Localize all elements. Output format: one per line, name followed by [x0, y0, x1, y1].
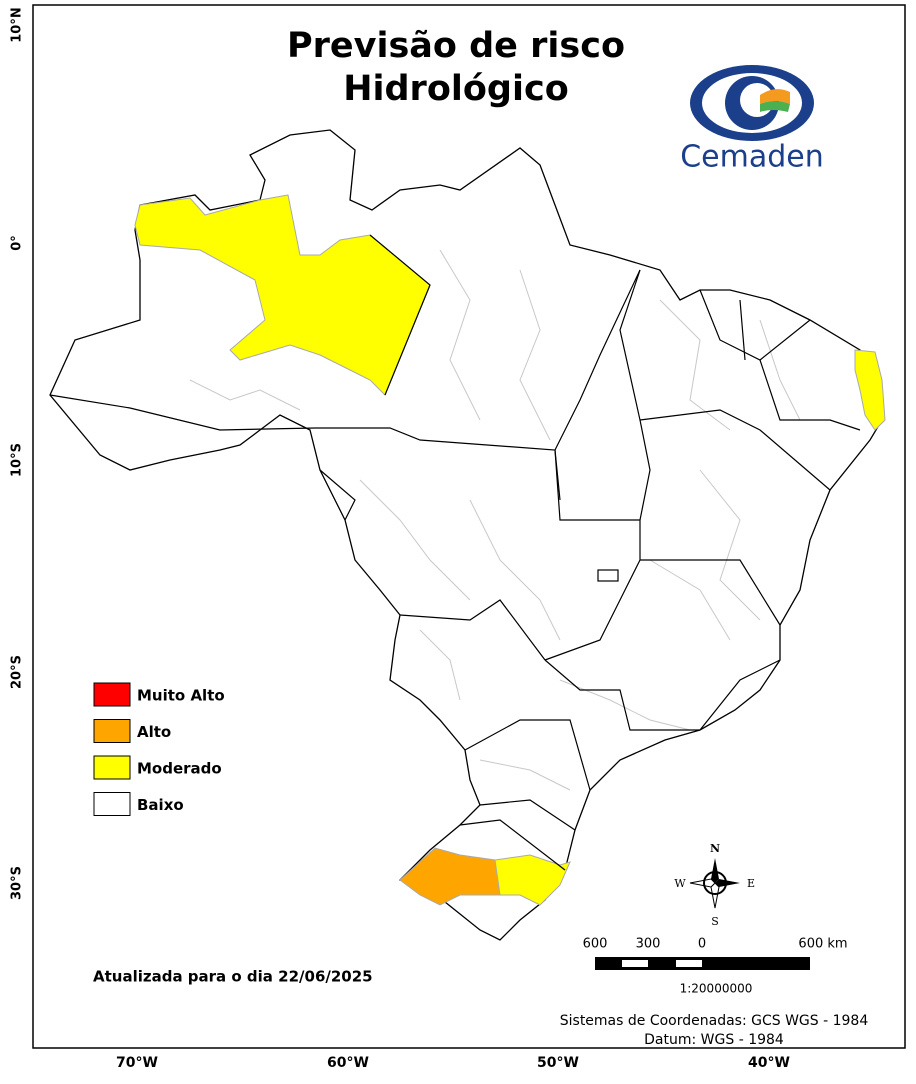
risk-region-moderado: [854, 349, 886, 431]
latitude-label: 30°S: [10, 866, 25, 900]
update-note: Atualizada para o dia 22/06/2025: [93, 968, 373, 986]
risk-region-moderado: [494, 854, 571, 906]
scale-bar: [595, 957, 810, 970]
longitude-label: 50°W: [537, 1055, 579, 1071]
longitude-label: 60°W: [327, 1055, 369, 1071]
state-borders: [49, 234, 861, 871]
compass-west: W: [674, 877, 686, 890]
scale-ratio: 1:20000000: [680, 982, 753, 996]
latitude-label: 10°N: [10, 7, 25, 42]
longitude-label: 40°W: [748, 1055, 790, 1071]
latitude-label: 10°S: [10, 443, 25, 477]
scale-label: 300: [636, 937, 661, 952]
scale-label: 600: [583, 937, 608, 952]
basin-lines: [189, 249, 801, 791]
latitude-label: 0°: [10, 235, 25, 251]
legend-label: Moderado: [137, 760, 222, 778]
scale-label: 0: [698, 937, 706, 952]
compass: N S W E: [674, 842, 755, 928]
legend-swatch: [93, 755, 131, 780]
logo-text: Cemaden: [680, 140, 824, 175]
legend-swatch: [93, 719, 131, 743]
legend-swatch: [93, 792, 131, 816]
longitude-label: 70°W: [116, 1055, 158, 1071]
legend-label: Alto: [137, 723, 171, 741]
compass-east: E: [747, 877, 755, 890]
legend-label: Baixo: [137, 796, 184, 814]
latitude-label: 20°S: [10, 655, 25, 689]
legend-swatch: [93, 682, 131, 707]
compass-south: S: [711, 915, 719, 928]
footer-line: Sistemas de Coordenadas: GCS WGS - 1984: [560, 1013, 869, 1029]
title-line: Previsão de risco: [287, 26, 625, 66]
legend-label: Muito Alto: [137, 687, 225, 705]
logo: Cemaden: [680, 65, 824, 175]
footer-line: Datum: WGS - 1984: [644, 1032, 784, 1048]
compass-north: N: [710, 842, 720, 855]
scale-label: 600 km: [798, 937, 847, 952]
title-line: Hidrológico: [343, 69, 569, 109]
